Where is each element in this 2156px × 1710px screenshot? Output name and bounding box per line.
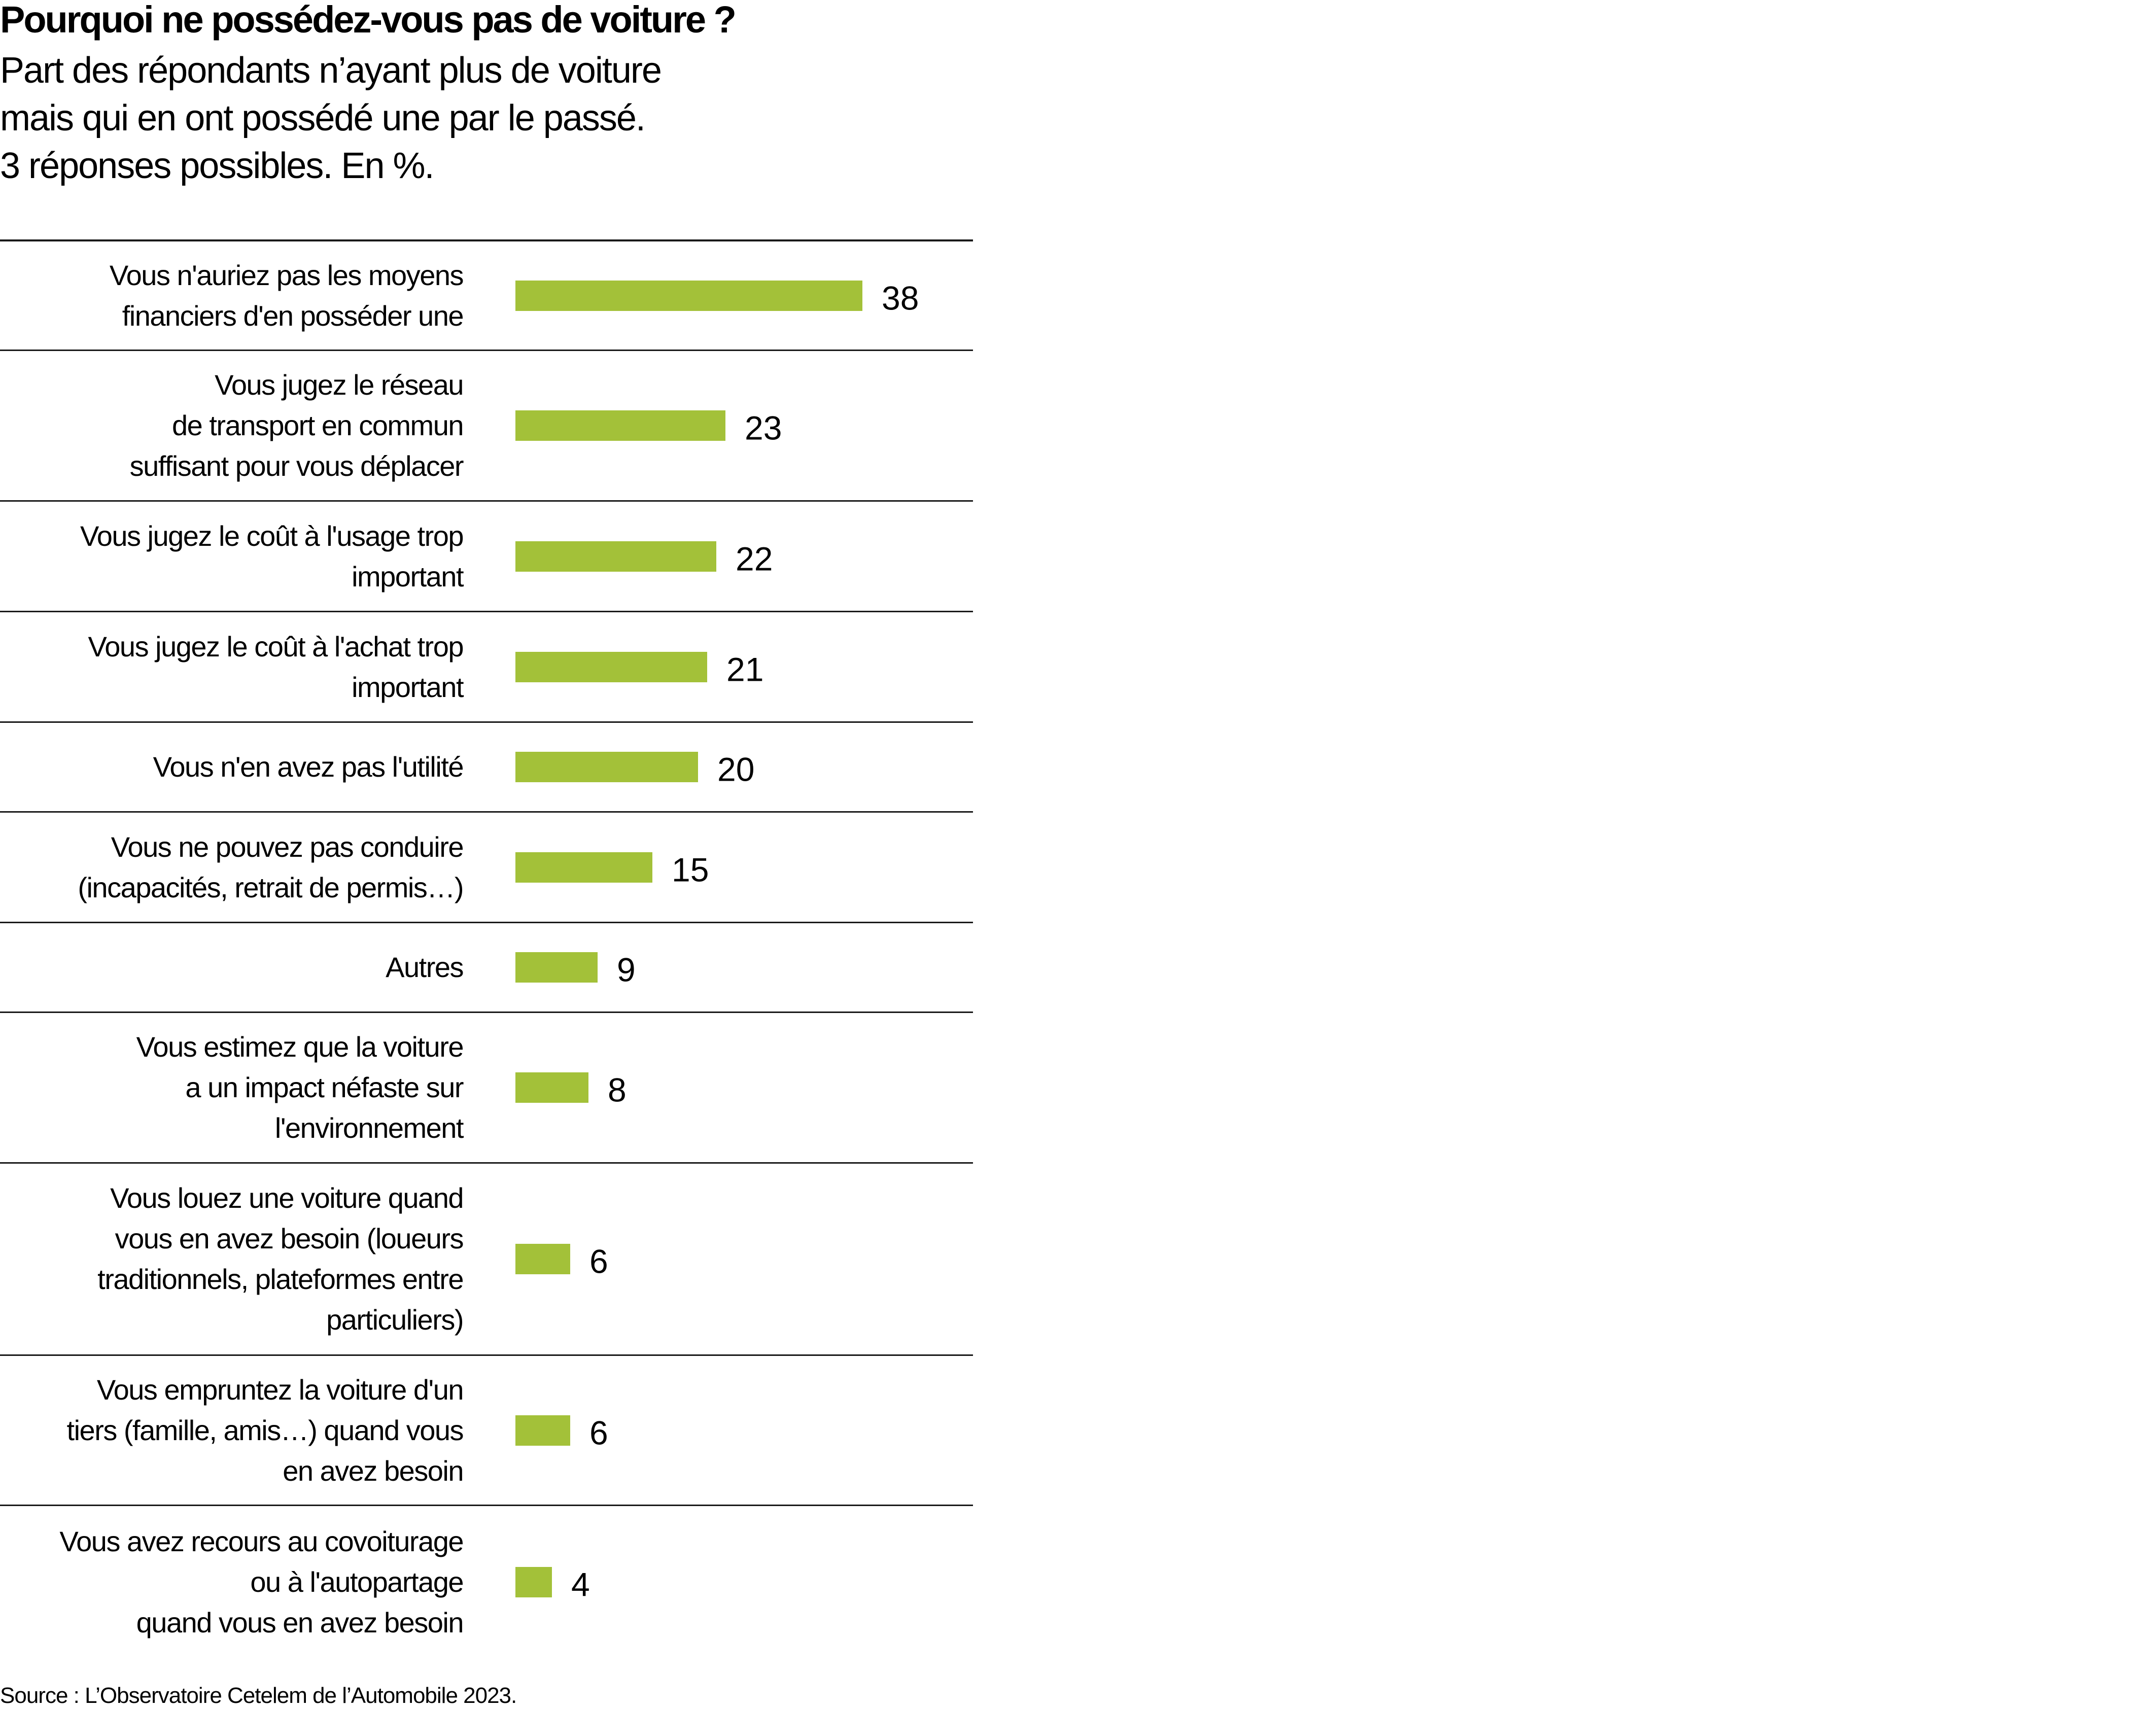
category-label: Autres — [386, 947, 464, 988]
category-label-line: de transport en commun — [172, 409, 464, 441]
category-label-line: important — [352, 671, 464, 703]
value-label: 22 — [736, 540, 773, 578]
bar — [515, 651, 707, 682]
value-label: 6 — [589, 1414, 608, 1452]
bar — [515, 852, 652, 883]
category-label: Vous jugez le coût à l'achat trop importa… — [88, 626, 464, 708]
category-label: Vous avez recours au covoiturage ou à l'a… — [59, 1521, 464, 1643]
bar — [515, 1072, 588, 1103]
category-label: Vous estimez que la voiture a un impact n… — [136, 1027, 464, 1148]
category-label-line: Vous estimez que la voiture — [136, 1031, 464, 1063]
chart-row: Vous n'auriez pas les moyens financiers d… — [0, 241, 973, 351]
category-label-line: Vous n'auriez pas les moyens — [109, 259, 464, 291]
bar — [515, 541, 716, 572]
category-label-line: Vous louez une voiture quand — [110, 1182, 464, 1214]
value-label: 6 — [589, 1242, 608, 1280]
category-label-line: ou à l'autopartage — [250, 1566, 464, 1598]
subtitle-line: mais qui en ont possédé une par le passé… — [0, 98, 646, 138]
source-note: Source : L’Observatoire Cetelem de l’Aut… — [0, 1683, 517, 1708]
category-label: Vous jugez le réseau de transport en comm… — [129, 365, 464, 486]
value-label: 9 — [617, 951, 636, 989]
subtitle-line: Part des répondants n’ayant plus de voit… — [0, 50, 662, 91]
category-label-line: Vous empruntez la voiture d'un — [96, 1373, 464, 1406]
chart-title: Pourquoi ne possédez-vous pas de voiture… — [0, 0, 737, 41]
bar — [515, 280, 862, 311]
chart-row: Vous jugez le coût à l'usage trop importa… — [0, 502, 973, 612]
category-label-line: Vous avez recours au covoiturage — [59, 1525, 464, 1557]
category-label-line: vous en avez besoin (loueurs — [115, 1223, 464, 1254]
subtitle-line: 3 réponses possibles. En %. — [0, 146, 435, 186]
bar — [515, 1567, 552, 1597]
chart-row: Vous empruntez la voiture d'un tiers (fam… — [0, 1356, 973, 1506]
category-label-line: a un impact néfaste sur — [185, 1071, 464, 1103]
category-label-line: tiers (famille, amis…) quand vous — [66, 1414, 464, 1446]
chart-row: Autres 9 — [0, 923, 973, 1013]
category-label-line: Vous jugez le coût à l'achat trop — [88, 630, 464, 662]
category-label: Vous louez une voiture quand vous en avez… — [97, 1178, 464, 1340]
bar — [515, 410, 725, 441]
category-label-line: financiers d'en posséder une — [122, 299, 464, 332]
value-label: 38 — [882, 279, 919, 317]
value-label: 20 — [717, 750, 755, 788]
value-label: 21 — [726, 650, 764, 688]
chart-row: Vous n'en avez pas l'utilité 20 — [0, 723, 973, 813]
chart-row: Vous jugez le réseau de transport en comm… — [0, 351, 973, 502]
chart-row: Vous avez recours au covoiturage ou à l'a… — [0, 1506, 973, 1658]
category-label: Vous n'en avez pas l'utilité — [153, 747, 464, 787]
bar — [515, 1415, 570, 1446]
category-label-line: suffisant pour vous déplacer — [129, 450, 464, 482]
value-label: 23 — [745, 409, 782, 447]
bar-chart: Vous n'auriez pas les moyens financiers d… — [0, 239, 973, 1658]
category-label: Vous ne pouvez pas conduire (incapacités,… — [78, 827, 464, 908]
category-label-line: Vous jugez le réseau — [215, 369, 464, 401]
category-label-line: Vous n'en avez pas l'utilité — [153, 751, 464, 783]
category-label: Vous n'auriez pas les moyens financiers d… — [109, 255, 464, 336]
chart-row: Vous ne pouvez pas conduire (incapacités,… — [0, 813, 973, 923]
chart-row: Vous estimez que la voiture a un impact n… — [0, 1013, 973, 1164]
category-label-line: l'environnement — [274, 1112, 464, 1144]
category-label: Vous empruntez la voiture d'un tiers (fam… — [66, 1370, 464, 1491]
bar — [515, 752, 698, 782]
value-label: 8 — [608, 1071, 627, 1109]
chart-subtitle: Part des répondants n’ayant plus de voit… — [0, 47, 662, 190]
category-label-line: traditionnels, plateformes entre — [97, 1263, 464, 1295]
bar — [515, 952, 598, 983]
category-label-line: (incapacités, retrait de permis…) — [78, 871, 464, 903]
chart-row: Vous louez une voiture quand vous en avez… — [0, 1164, 973, 1356]
category-label-line: Vous jugez le coût à l'usage trop — [80, 519, 464, 552]
category-label-line: quand vous en avez besoin — [136, 1607, 464, 1638]
bar — [515, 1244, 570, 1274]
value-label: 4 — [571, 1565, 590, 1603]
category-label-line: Autres — [386, 951, 464, 983]
category-label-line: en avez besoin — [283, 1454, 464, 1487]
category-label-line: Vous ne pouvez pas conduire — [111, 830, 464, 863]
category-label-line: important — [352, 560, 464, 592]
value-label: 15 — [672, 851, 709, 889]
category-label-line: particuliers) — [326, 1304, 464, 1336]
category-label: Vous jugez le coût à l'usage trop importa… — [80, 516, 464, 597]
chart-row: Vous jugez le coût à l'achat trop importa… — [0, 612, 973, 723]
